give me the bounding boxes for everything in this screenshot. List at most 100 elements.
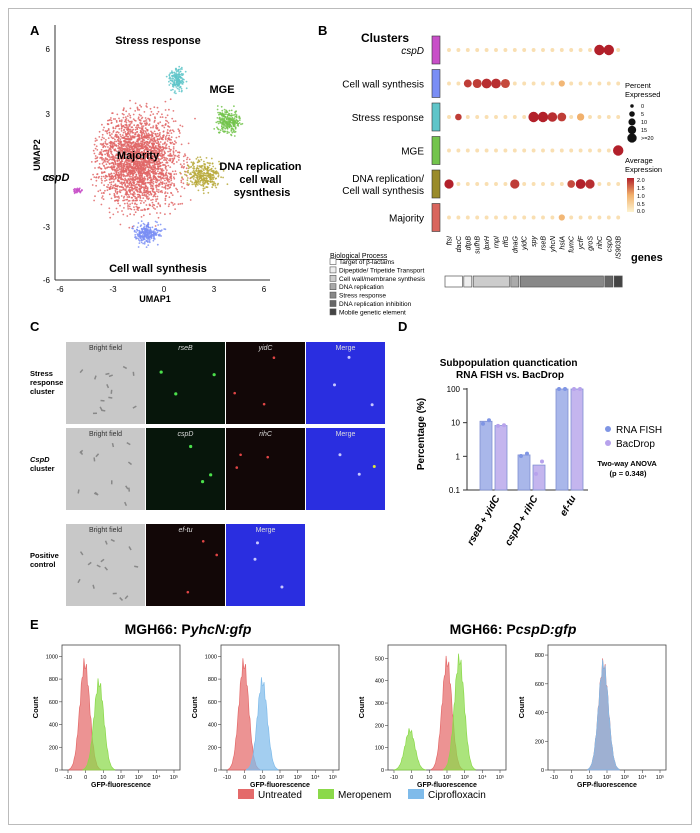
- expression-dot: [541, 182, 545, 186]
- umap-point: [100, 182, 103, 184]
- umap-point: [154, 195, 157, 198]
- umap-point: [147, 207, 149, 210]
- cluster-color-bar: [431, 169, 441, 199]
- umap-point: [165, 161, 168, 164]
- umap-label-mge: MGE: [209, 84, 234, 96]
- expression-dot: [494, 148, 498, 153]
- umap-point: [183, 170, 186, 173]
- expression-dot: [558, 214, 565, 221]
- umap-point: [143, 182, 146, 185]
- umap-point: [126, 133, 128, 136]
- pct-legend-dot: [630, 104, 634, 108]
- umap-point: [151, 205, 154, 208]
- umap-point: [146, 224, 149, 227]
- process-label: Mobile genetic element: [339, 309, 406, 316]
- umap-point: [137, 246, 140, 248]
- expression-dot: [588, 115, 592, 119]
- umap-point: [186, 179, 189, 182]
- umap-point: [183, 163, 185, 165]
- hist-xtick: 10: [586, 775, 592, 781]
- umap-point: [179, 203, 182, 205]
- umap-point: [230, 125, 233, 128]
- umap-point: [234, 115, 237, 118]
- umap-point: [155, 177, 157, 179]
- umap-point: [164, 146, 167, 149]
- umap-point: [144, 208, 147, 211]
- umap-point: [157, 135, 160, 138]
- microscopy-image: [66, 342, 145, 424]
- umap-point: [143, 241, 146, 244]
- microscopy-channel-label: Bright field: [89, 345, 122, 352]
- umap-point: [176, 188, 179, 191]
- microscopy-row-label: Positive control: [30, 551, 59, 569]
- umap-point: [221, 123, 224, 126]
- umap-point: [117, 202, 120, 205]
- umap-point: [144, 169, 146, 172]
- umap-point: [118, 151, 120, 154]
- umap-point: [145, 121, 148, 123]
- umap-point: [151, 142, 153, 145]
- umap-point: [102, 164, 105, 167]
- umap-point: [190, 161, 193, 164]
- umap-point: [136, 208, 139, 211]
- umap-point: [169, 212, 172, 215]
- umap-point: [117, 138, 119, 141]
- umap-point: [157, 165, 160, 168]
- umap-points: [72, 65, 244, 249]
- umap-point: [145, 189, 147, 192]
- expression-dot: [494, 115, 498, 119]
- umap-point: [143, 111, 146, 113]
- bar-replicate-point: [487, 418, 491, 423]
- umap-point: [186, 170, 189, 173]
- umap-point: [146, 190, 149, 192]
- umap-point: [152, 180, 155, 183]
- umap-point: [111, 166, 113, 169]
- umap-point: [153, 230, 155, 232]
- umap-point: [118, 168, 121, 171]
- umap-point: [175, 83, 178, 86]
- expression-dot: [531, 81, 536, 86]
- umap-point: [162, 130, 165, 133]
- umap-point: [171, 182, 173, 185]
- umap-point: [119, 119, 121, 122]
- umap-point: [148, 137, 151, 139]
- umap-point: [217, 128, 220, 131]
- umap-point: [127, 141, 130, 144]
- umap-point: [108, 162, 111, 165]
- umap-point: [142, 235, 145, 238]
- umap-point: [179, 124, 182, 127]
- umap-point: [230, 113, 233, 115]
- dotplot-gene-groups: [444, 275, 623, 288]
- umap-point: [183, 165, 186, 168]
- umap-point: [141, 125, 143, 128]
- umap-point: [143, 223, 146, 226]
- expression-dot: [541, 148, 545, 153]
- umap-point: [117, 211, 119, 213]
- umap-point: [102, 146, 104, 149]
- umap-point: [128, 113, 131, 115]
- hist-xtick: 0: [84, 775, 87, 781]
- umap-point: [113, 149, 116, 152]
- umap-point: [167, 132, 170, 135]
- umap-point: [107, 146, 109, 148]
- hist-ytick: 800: [535, 653, 544, 659]
- expression-dot: [578, 148, 583, 153]
- umap-point: [140, 228, 143, 230]
- umap-point: [171, 117, 174, 120]
- umap-point: [104, 141, 107, 143]
- umap-point: [157, 185, 160, 188]
- umap-point: [157, 191, 160, 194]
- umap-point: [132, 181, 135, 184]
- umap-point: [120, 195, 123, 197]
- umap-point: [104, 157, 107, 159]
- umap-point: [117, 137, 120, 140]
- umap-point: [100, 168, 103, 170]
- umap-point: [105, 143, 108, 146]
- umap-point: [160, 179, 162, 181]
- umap-point: [129, 120, 132, 123]
- expression-dot: [503, 48, 508, 52]
- umap-point: [137, 109, 139, 111]
- umap-point: [122, 145, 124, 148]
- expression-dot: [447, 215, 451, 220]
- umap-point: [108, 211, 111, 214]
